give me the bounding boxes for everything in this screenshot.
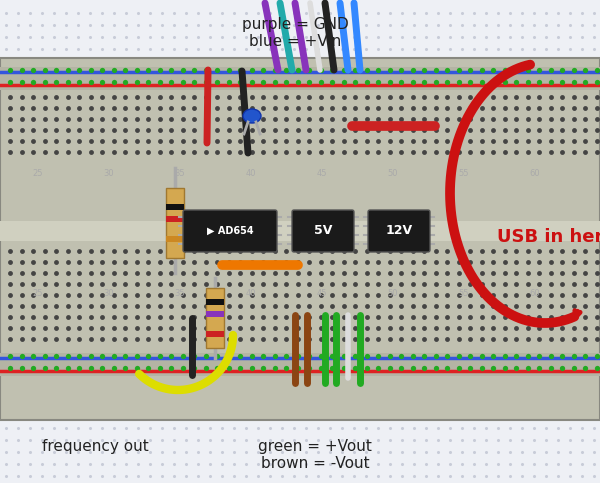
Ellipse shape (243, 109, 261, 123)
Text: 50: 50 (388, 169, 398, 177)
Text: frequency out: frequency out (41, 440, 148, 455)
Text: USB in here: USB in here (497, 228, 600, 246)
Bar (166, 216, 184, 222)
Bar (166, 188, 184, 258)
Text: 25: 25 (33, 169, 43, 177)
Bar (0, 67, 600, 90)
Text: 55: 55 (459, 169, 469, 177)
FancyBboxPatch shape (368, 210, 430, 252)
Bar (206, 299, 224, 305)
Text: 35: 35 (175, 169, 185, 177)
Text: 12V: 12V (385, 225, 413, 238)
Bar (0, 221, 600, 241)
Text: 5V: 5V (314, 225, 332, 238)
Text: 30: 30 (104, 169, 115, 177)
Text: 55: 55 (459, 288, 469, 298)
Text: blue = +Vin: blue = +Vin (249, 33, 341, 48)
Text: 40: 40 (246, 169, 256, 177)
Text: 45: 45 (317, 169, 327, 177)
Bar (206, 288, 224, 348)
Text: 40: 40 (246, 288, 256, 298)
Bar (206, 311, 224, 317)
Text: purple = GND: purple = GND (242, 17, 349, 32)
FancyBboxPatch shape (183, 210, 277, 252)
Text: 60: 60 (530, 169, 541, 177)
Text: 50: 50 (388, 288, 398, 298)
Bar (166, 204, 184, 210)
Bar (0, 58, 600, 420)
FancyBboxPatch shape (292, 210, 354, 252)
Text: 45: 45 (317, 288, 327, 298)
Text: green = +Vout: green = +Vout (258, 440, 372, 455)
Text: 25: 25 (33, 288, 43, 298)
Text: ▶ AD654: ▶ AD654 (206, 226, 253, 236)
Bar (206, 331, 224, 337)
Text: 60: 60 (530, 288, 541, 298)
Text: 30: 30 (104, 288, 115, 298)
Bar (0, 353, 600, 376)
Text: brown = -Vout: brown = -Vout (260, 455, 370, 470)
Bar (166, 236, 184, 242)
Text: 35: 35 (175, 288, 185, 298)
